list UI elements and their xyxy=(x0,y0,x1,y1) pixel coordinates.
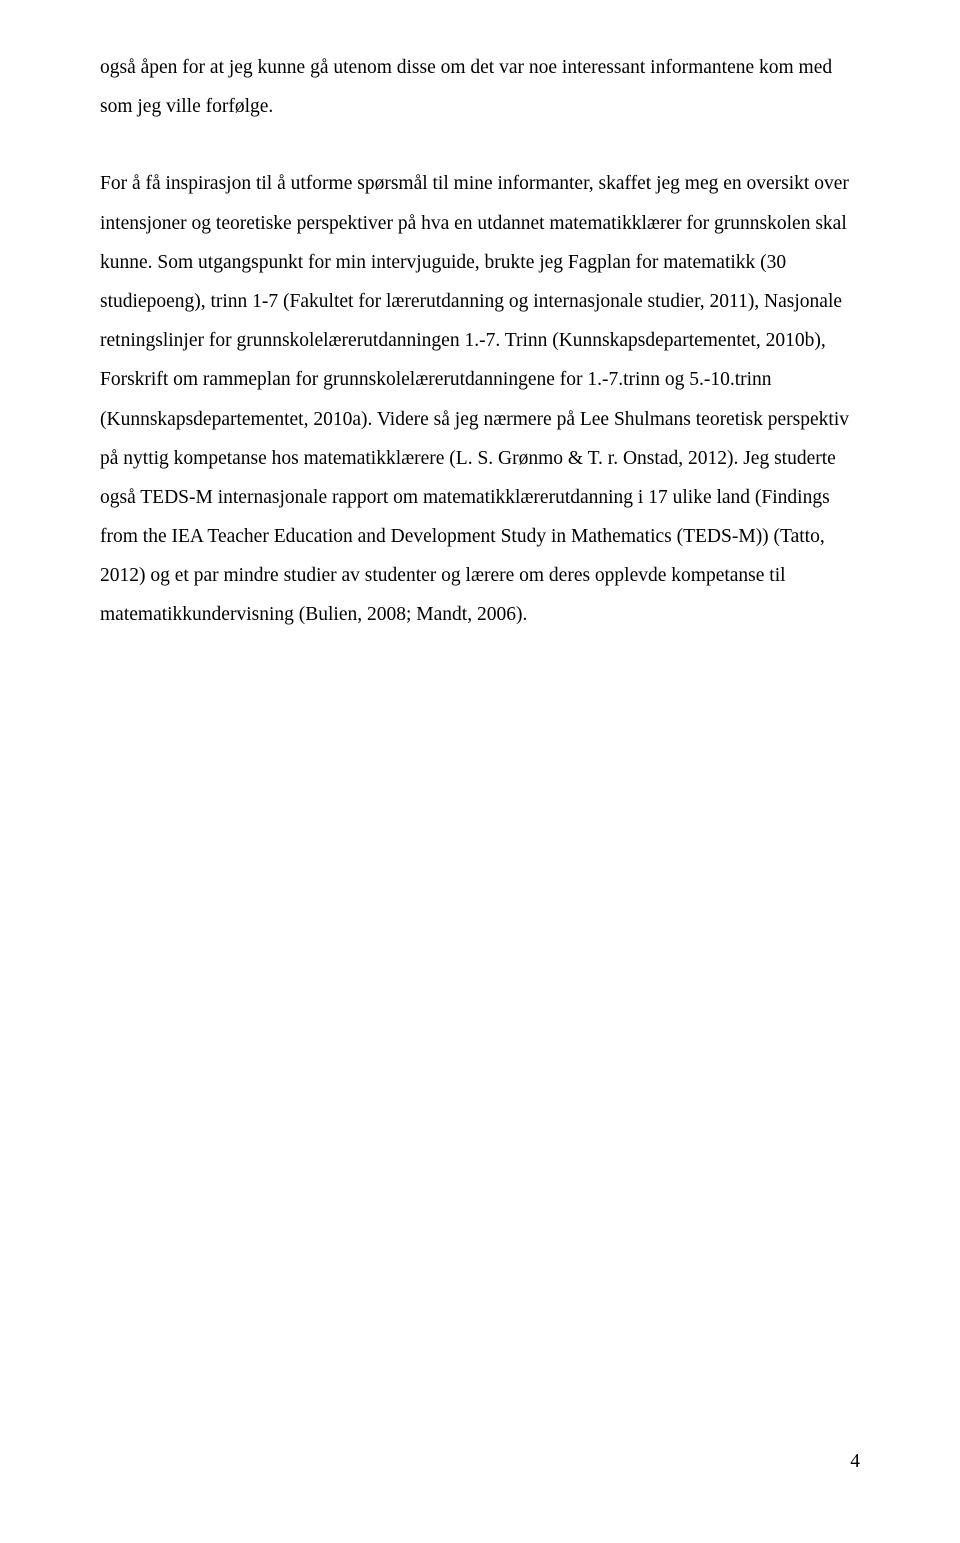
document-page: også åpen for at jeg kunne gå utenom dis… xyxy=(0,0,960,1543)
body-paragraph: For å få inspirasjon til å utforme spørs… xyxy=(100,164,860,634)
body-text-container: også åpen for at jeg kunne gå utenom dis… xyxy=(100,48,860,635)
page-number: 4 xyxy=(850,1442,860,1481)
body-paragraph: også åpen for at jeg kunne gå utenom dis… xyxy=(100,48,860,126)
